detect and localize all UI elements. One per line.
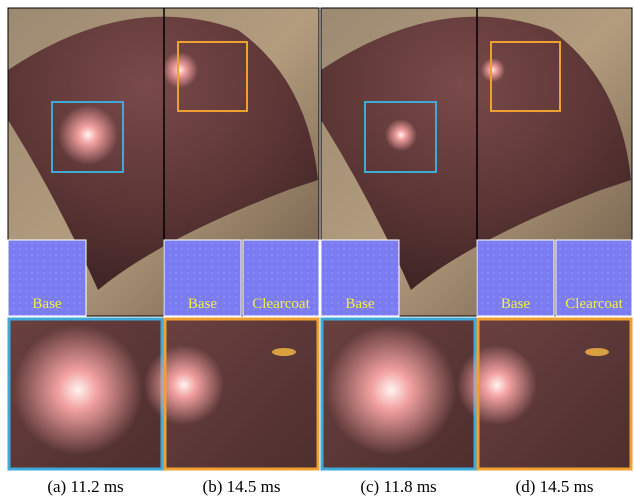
map-label: Base [345,296,375,312]
caption: (b) 14.5 ms [203,477,281,496]
caption: (a) 11.2 ms [47,477,123,496]
map-label: Clearcoat [252,296,310,312]
map-label: Clearcoat [565,296,623,312]
map-label: Base [501,296,531,312]
map-label: Base [188,296,218,312]
zoom-highlight [144,345,224,425]
reflection [272,348,296,356]
caption: (d) 14.5 ms [516,477,594,496]
highlight [58,105,118,165]
highlight [162,52,198,88]
zoom-highlight [326,325,456,455]
highlight [481,58,505,82]
zoom-highlight [13,325,143,455]
map-label: Base [32,296,62,312]
caption: (c) 11.8 ms [360,477,436,496]
highlight [385,119,417,151]
zoom-highlight [457,345,537,425]
figure: Base (a) 11.2 ms Base Clearcoat (b) 14.5 ms B… [0,0,634,498]
reflection [585,348,609,356]
